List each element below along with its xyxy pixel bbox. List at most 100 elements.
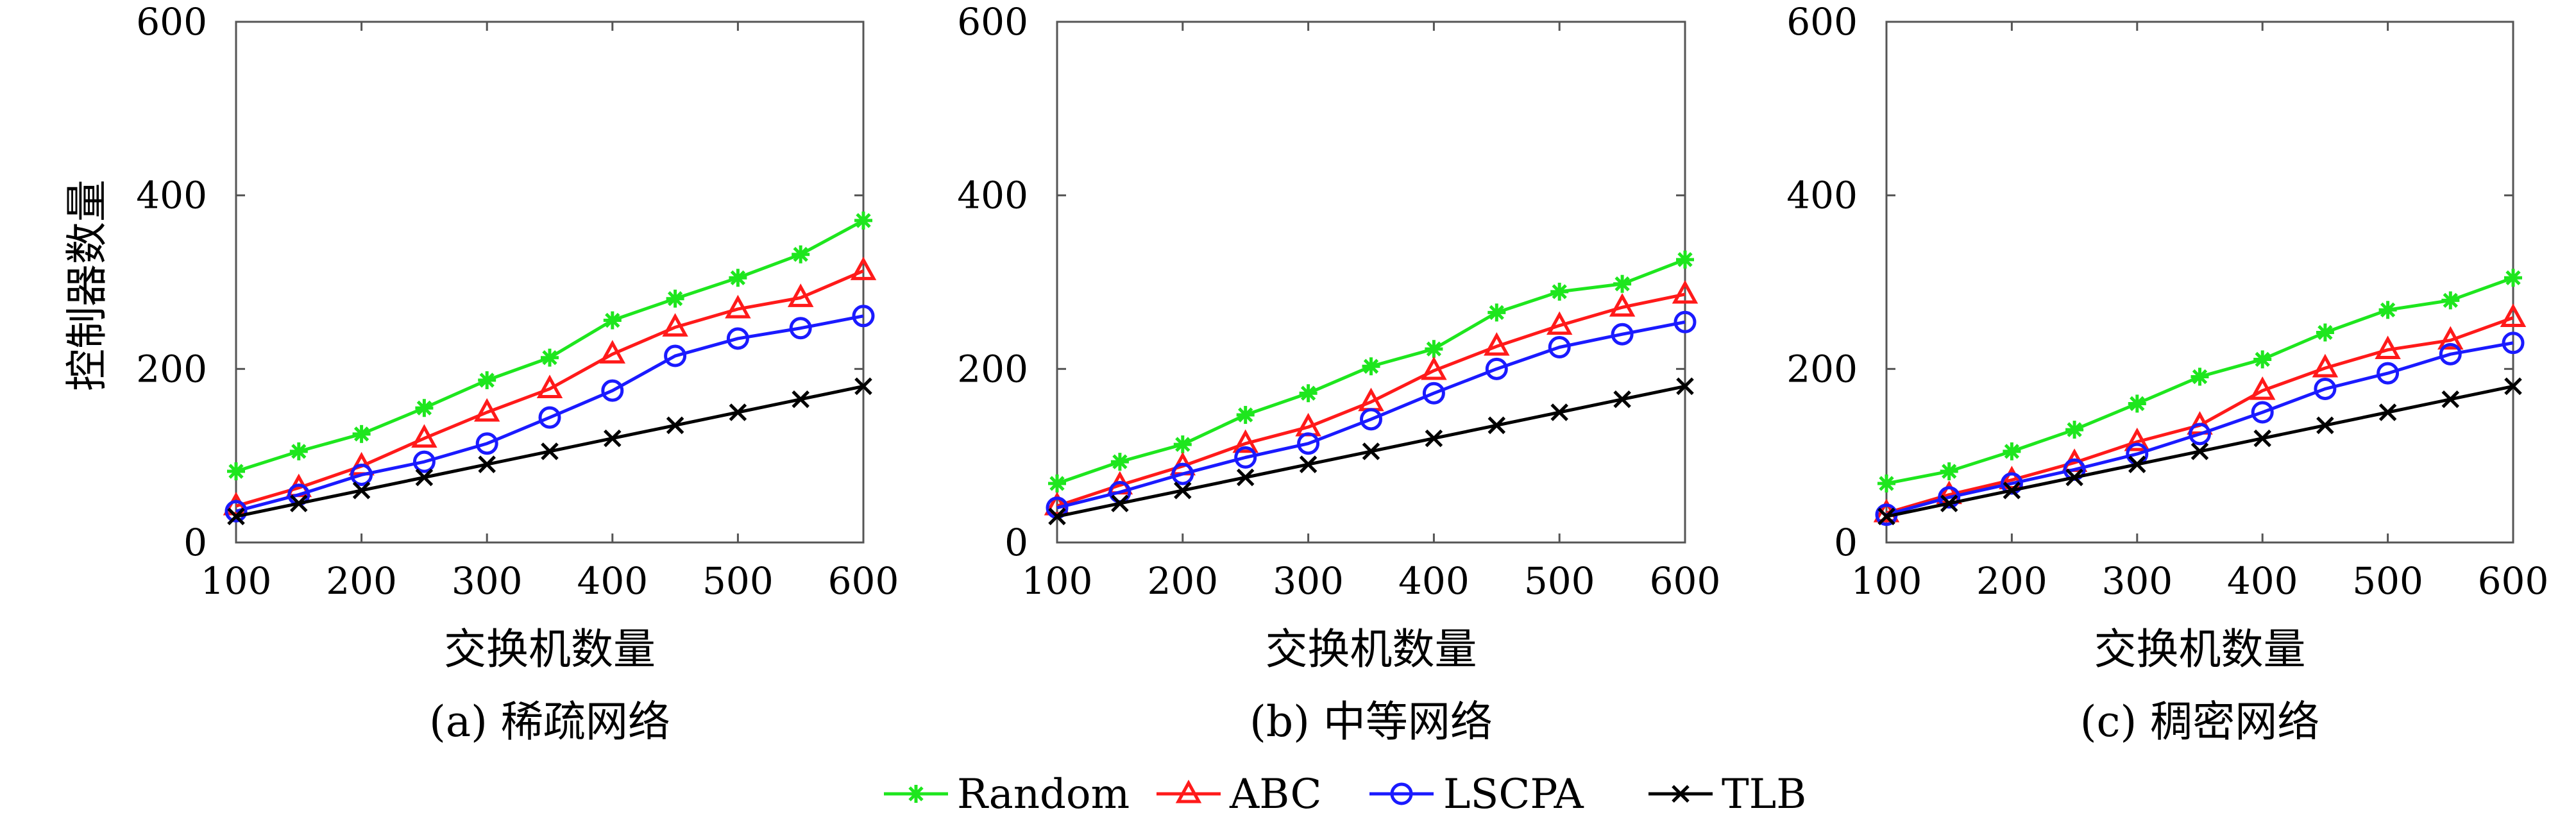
legend-item-abc: ABC — [1157, 771, 1321, 815]
data-point — [1674, 310, 1697, 333]
data-point — [792, 245, 810, 264]
data-point — [1676, 250, 1694, 269]
panel-2: 100 200 300 400 500 600 0 200 400 600 交换机数量 (b) 中等网… — [957, 0, 1720, 746]
panel-caption: (c) 稠密网络 — [2080, 697, 2319, 746]
data-point — [1360, 408, 1382, 431]
series-line — [235, 219, 865, 473]
panels: 100 200 300 400 500 600 0 200 400 600 交换机数量 控制器数量 (a… — [62, 0, 2548, 746]
legend-marker — [907, 785, 925, 803]
data-point — [1487, 416, 1506, 435]
x-axis-title: 交换机数量 — [1266, 625, 1477, 674]
legend-item-lscpa: LSCPA — [1369, 771, 1584, 815]
data-point — [1999, 466, 2025, 490]
series-abc — [1044, 280, 1699, 516]
data-point — [789, 317, 812, 340]
data-point — [478, 371, 496, 389]
data-point — [352, 424, 371, 443]
data-point — [227, 462, 245, 481]
data-point — [2065, 468, 2083, 487]
series-tlb — [1877, 377, 2522, 526]
x-tick-label: 600 — [828, 559, 899, 603]
data-point — [1421, 356, 1447, 380]
data-point — [412, 450, 436, 473]
series-line — [1886, 341, 2514, 517]
data-point — [2316, 323, 2334, 342]
data-point — [2253, 429, 2271, 448]
data-point — [729, 269, 747, 287]
data-point — [290, 494, 308, 512]
panel-caption: (a) 稀疏网络 — [429, 697, 670, 746]
y-tick-label: 400 — [136, 174, 207, 217]
data-point — [1487, 303, 1506, 322]
data-point — [2190, 442, 2209, 460]
data-point — [1548, 336, 1571, 358]
series-abc — [1873, 303, 2527, 523]
data-point — [2000, 472, 2023, 495]
y-tick-label: 600 — [1786, 0, 1858, 44]
x-tick-label: 400 — [2227, 559, 2298, 603]
data-point — [541, 442, 559, 460]
x-tick-label: 600 — [2478, 559, 2549, 603]
data-point — [726, 327, 749, 350]
x-tick-label: 300 — [1273, 559, 1344, 603]
x-tick-label: 500 — [702, 559, 774, 603]
data-point — [664, 344, 687, 367]
data-point — [1613, 390, 1631, 408]
data-point — [1550, 282, 1569, 301]
y-tick-label: 600 — [136, 0, 207, 44]
x-tick-label: 200 — [1976, 559, 2047, 603]
x-tick-label: 100 — [1851, 559, 1922, 603]
data-point — [2312, 353, 2339, 378]
data-point — [1422, 382, 1445, 405]
data-point — [1236, 468, 1255, 487]
data-point — [1611, 323, 1634, 346]
data-point — [1877, 507, 1895, 526]
data-point — [725, 294, 751, 319]
x-tick-label: 200 — [326, 559, 397, 603]
data-point — [1672, 280, 1699, 304]
panel-3: 100 200 300 400 500 600 0 200 400 600 交换机数量 (c) 稠密网… — [1786, 0, 2548, 746]
data-point — [478, 455, 496, 473]
data-point — [2502, 332, 2525, 355]
data-point — [850, 256, 877, 280]
data-point — [1299, 384, 1318, 403]
x-tick-label: 500 — [1524, 559, 1595, 603]
legend-item-random: Random — [884, 771, 1130, 815]
data-point — [473, 398, 500, 422]
panel-1: 100 200 300 400 500 600 0 200 400 600 交换机数量 控制器数量 (a… — [62, 0, 899, 746]
data-point — [415, 399, 434, 417]
data-point — [1362, 357, 1380, 376]
legend-marker — [1175, 779, 1202, 803]
series-tlb — [227, 377, 872, 526]
data-point — [854, 377, 872, 396]
data-point — [1676, 377, 1694, 396]
data-point — [2190, 367, 2209, 386]
data-point — [2003, 442, 2021, 460]
x-tick-label: 300 — [452, 559, 523, 603]
series-lscpa — [1875, 332, 2525, 526]
series-line — [1056, 292, 1686, 508]
y-tick-label: 200 — [136, 347, 207, 391]
data-point — [2378, 403, 2397, 421]
plot-frame — [235, 21, 865, 544]
data-point — [1485, 357, 1508, 380]
plot-frame — [1056, 21, 1686, 544]
legend-label: TLB — [1722, 771, 1806, 815]
data-point — [1613, 274, 1632, 293]
series-line — [235, 314, 864, 513]
data-point — [225, 500, 248, 523]
data-point — [1546, 311, 1573, 335]
data-point — [854, 211, 872, 230]
data-point — [2003, 482, 2021, 500]
data-point — [1484, 332, 1510, 356]
x-tick-label: 400 — [1398, 559, 1470, 603]
data-point — [2253, 350, 2272, 369]
data-point — [2375, 335, 2401, 360]
series-abc — [223, 256, 877, 516]
data-point — [852, 305, 875, 328]
data-point — [2378, 301, 2397, 319]
data-point — [1938, 486, 1961, 509]
plot-frame — [1885, 21, 2514, 544]
data-point — [2189, 423, 2211, 446]
data-point — [2316, 416, 2334, 435]
